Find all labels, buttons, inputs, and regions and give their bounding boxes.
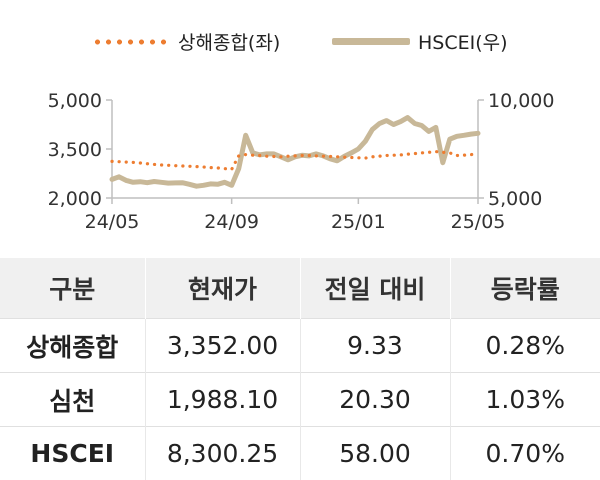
cell-price: 3,352.00 bbox=[144, 318, 300, 373]
cell-change: 20.30 bbox=[299, 372, 450, 427]
row-label: 심천 bbox=[0, 372, 145, 427]
y-right-tick-label: 5,000 bbox=[488, 188, 542, 210]
series-line-shanghai bbox=[110, 149, 480, 171]
table-row: 상해종합 3,352.00 9.33 0.28% bbox=[0, 318, 600, 373]
row-label: HSCEI bbox=[0, 426, 145, 480]
legend-item-shanghai: 상해종합(좌) bbox=[92, 28, 280, 55]
chart-area: 상해종합(좌) HSCEI(우) 5,000 3,500 2,000 10,000 5,… bbox=[0, 28, 600, 233]
cell-price: 8,300.25 bbox=[144, 426, 300, 480]
y-left-tick-label: 3,500 bbox=[48, 139, 102, 161]
table-header-row: 구분 현재가 전일 대비 등락률 bbox=[0, 258, 600, 319]
legend-item-hscei: HSCEI(우) bbox=[332, 28, 508, 55]
legend-swatch-solid bbox=[332, 38, 410, 45]
table-row: 심천 1,988.10 20.30 1.03% bbox=[0, 372, 600, 427]
cell-rate: 0.28% bbox=[449, 318, 600, 373]
header-current-price: 현재가 bbox=[144, 258, 300, 319]
chart-legend: 상해종합(좌) HSCEI(우) bbox=[0, 28, 600, 58]
header-change: 전일 대비 bbox=[299, 258, 450, 319]
row-label: 상해종합 bbox=[0, 318, 145, 373]
y-right-tick-label: 10,000 bbox=[488, 90, 554, 112]
header-category: 구분 bbox=[0, 258, 145, 319]
y-left-tick-label: 2,000 bbox=[48, 188, 102, 210]
cell-change: 58.00 bbox=[299, 426, 450, 480]
x-tick-label: 25/05 bbox=[451, 211, 506, 233]
x-tick-label: 25/01 bbox=[331, 211, 386, 233]
cell-rate: 0.70% bbox=[449, 426, 600, 480]
x-tick-label: 24/09 bbox=[204, 211, 259, 233]
quote-table: 구분 현재가 전일 대비 등락률 상해종합 3,352.00 9.33 0.28… bbox=[0, 258, 600, 480]
header-change-rate: 등락률 bbox=[449, 258, 600, 319]
legend-label-hscei: HSCEI(우) bbox=[418, 32, 508, 54]
line-chart: 5,000 3,500 2,000 10,000 5,000 24/05 24/09 25/0… bbox=[48, 90, 555, 233]
x-tick-label: 24/05 bbox=[85, 211, 140, 233]
cell-price: 1,988.10 bbox=[144, 372, 300, 427]
cell-rate: 1.03% bbox=[449, 372, 600, 427]
cell-change: 9.33 bbox=[299, 318, 450, 373]
legend-label-shanghai: 상해종합(좌) bbox=[178, 32, 281, 54]
table-row: HSCEI 8,300.25 58.00 0.70% bbox=[0, 426, 600, 480]
y-left-tick-label: 5,000 bbox=[48, 90, 102, 112]
legend-swatch-dotted bbox=[92, 38, 170, 45]
